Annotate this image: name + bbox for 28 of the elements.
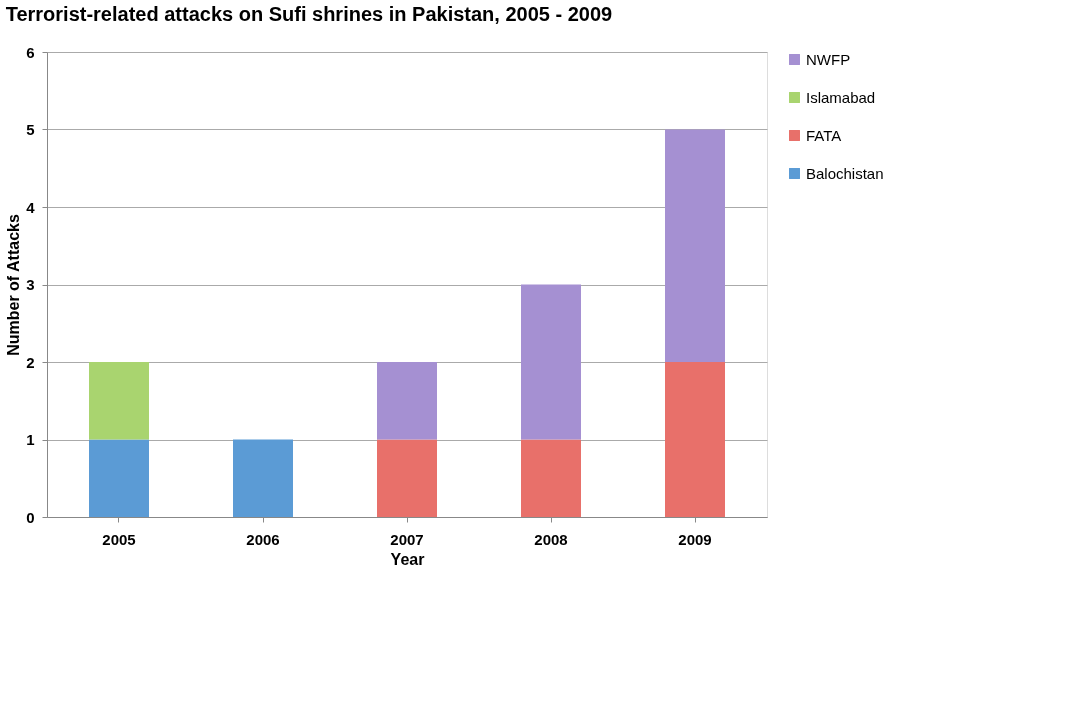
x-tick-label: 2006: [246, 530, 280, 548]
y-tick-label: 6: [26, 43, 35, 61]
legend-label: Balochistan: [806, 164, 884, 182]
bar: [521, 284, 581, 440]
bar: [89, 362, 149, 440]
y-axis-title: Number of Attacks: [5, 214, 23, 356]
bar: [377, 362, 437, 440]
bar: [377, 439, 437, 517]
y-tick-label: 0: [26, 508, 35, 526]
x-tick-label: 2008: [534, 530, 568, 548]
bar: [665, 129, 725, 362]
y-tick-label: 4: [26, 198, 36, 216]
bar: [233, 439, 293, 517]
y-tick-label: 2: [26, 353, 35, 371]
x-tick-label: 2007: [390, 530, 424, 548]
x-axis-title: Year: [390, 550, 425, 568]
x-tick-label: 2009: [678, 530, 712, 548]
legend-label: FATA: [806, 126, 842, 144]
bar: [521, 439, 581, 517]
bar: [665, 362, 725, 517]
legend-label: NWFP: [806, 50, 851, 68]
bar: [89, 439, 149, 517]
legend-label: Islamabad: [806, 88, 876, 106]
chart-title: Terrorist-related attacks on Sufi shrines in Pakistan, 2005 - 2009: [5, 3, 613, 25]
y-tick-label: 3: [26, 276, 35, 293]
y-tick-label: 1: [26, 431, 35, 448]
x-tick-label: 2005: [102, 530, 136, 548]
y-tick-label: 5: [26, 121, 35, 138]
